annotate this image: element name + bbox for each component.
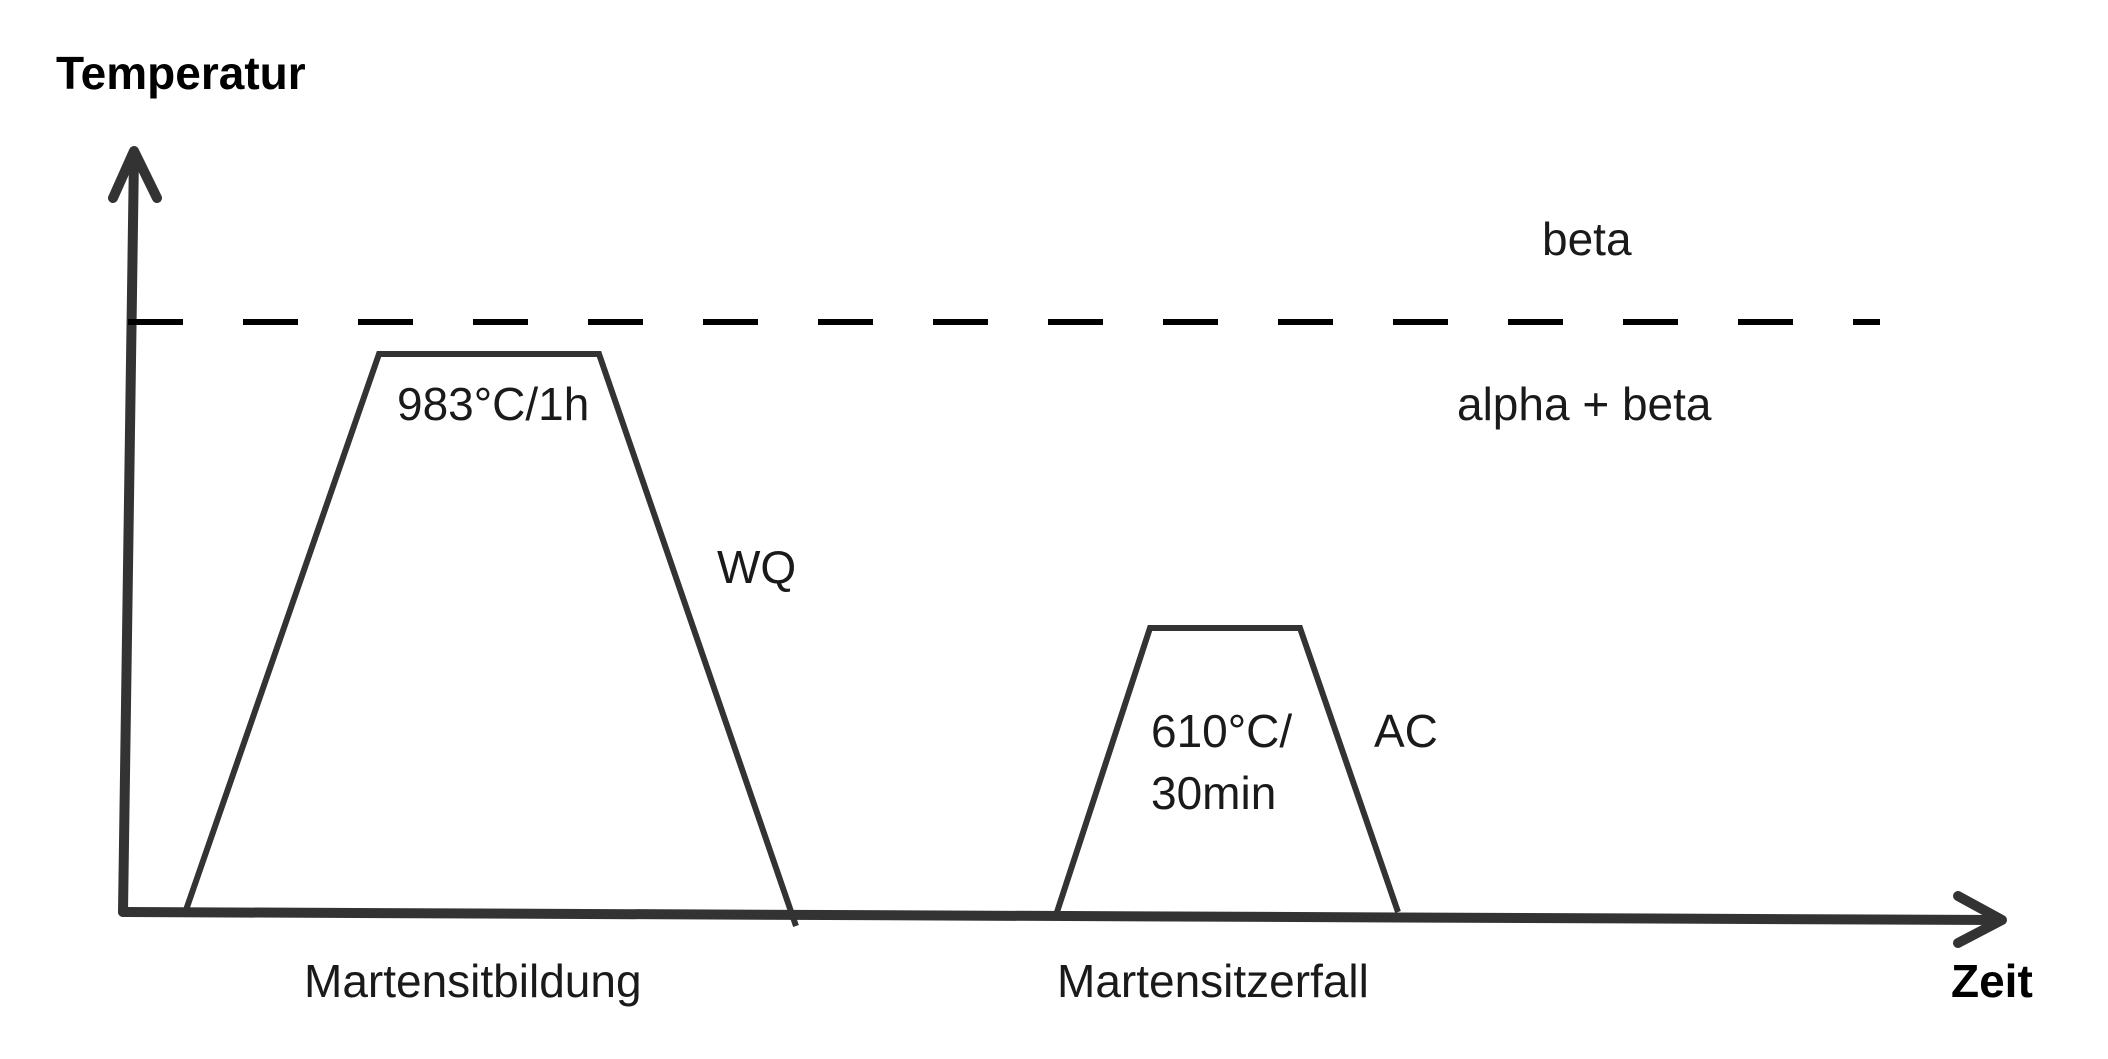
aging-hold-label-line1: 610°C/	[1151, 705, 1293, 757]
y-axis-line	[118, 150, 139, 917]
alpha-beta-phase-label: alpha + beta	[1457, 378, 1712, 430]
beta-phase-label: beta	[1542, 213, 1632, 265]
martensite-formation-label: Martensitbildung	[304, 955, 642, 1007]
solution-hold-label: 983°C/1h	[397, 378, 590, 430]
aging-hold-label-line2: 30min	[1151, 767, 1277, 819]
y-axis-title: Temperatur	[56, 47, 306, 99]
martensite-decomposition-label: Martensitzerfall	[1057, 955, 1369, 1007]
x-axis-line	[118, 907, 2002, 925]
y-axis	[108, 146, 162, 917]
y-axis-arrowhead	[108, 146, 162, 203]
water-quench-label: WQ	[717, 541, 797, 593]
air-cooling-label: AC	[1374, 705, 1438, 757]
x-axis-title: Zeit	[1951, 955, 2033, 1007]
aging-treatment-profile	[1054, 625, 1401, 913]
solution-treatment-profile	[183, 351, 799, 927]
x-axis	[118, 891, 2007, 948]
x-axis-arrowhead	[1953, 891, 2007, 948]
